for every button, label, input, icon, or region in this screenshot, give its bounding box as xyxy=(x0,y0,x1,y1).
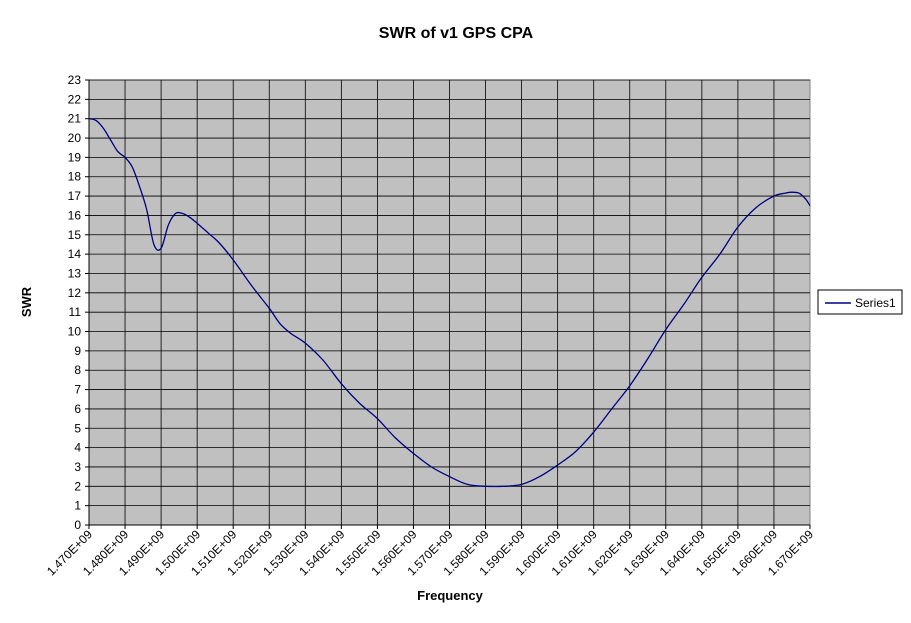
legend: Series1 xyxy=(817,289,903,315)
x-axis: 1.470E+091.480E+091.490E+091.500E+091.51… xyxy=(44,524,816,578)
y-tick-label: 11 xyxy=(69,305,82,319)
y-tick-label: 13 xyxy=(68,266,82,280)
grid xyxy=(89,79,810,525)
y-tick-label: 12 xyxy=(68,286,82,300)
y-tick-label: 3 xyxy=(74,460,81,474)
y-tick-label: 14 xyxy=(68,247,82,261)
y-tick-label: 17 xyxy=(68,189,82,203)
legend-box xyxy=(817,289,903,315)
y-tick-label: 5 xyxy=(74,421,81,435)
x-axis-title: Frequency xyxy=(417,588,484,603)
legend-label-series1: Series1 xyxy=(855,296,896,310)
y-tick-label: 19 xyxy=(68,150,82,164)
series-line-series1 xyxy=(88,118,811,488)
y-tick-label: 4 xyxy=(74,441,81,455)
y-axis-title: SWR xyxy=(19,286,34,317)
y-tick-label: 18 xyxy=(68,170,82,184)
y-tick-label: 0 xyxy=(74,518,81,532)
y-tick-label: 23 xyxy=(68,73,82,87)
y-tick-label: 1 xyxy=(74,499,81,513)
y-tick-label: 21 xyxy=(68,112,82,126)
y-tick-label: 10 xyxy=(68,325,82,339)
chart-title: SWR of v1 GPS CPA xyxy=(379,25,534,42)
y-tick-label: 22 xyxy=(68,92,82,106)
y-tick-label: 7 xyxy=(74,383,81,397)
y-tick-label: 20 xyxy=(68,131,82,145)
y-tick-label: 8 xyxy=(74,363,81,377)
y-tick-label: 15 xyxy=(68,228,82,242)
series-group xyxy=(88,118,811,488)
y-tick-label: 2 xyxy=(74,479,81,493)
y-tick-label: 16 xyxy=(68,208,82,222)
y-tick-label: 9 xyxy=(74,344,81,358)
y-tick-label: 6 xyxy=(74,402,81,416)
